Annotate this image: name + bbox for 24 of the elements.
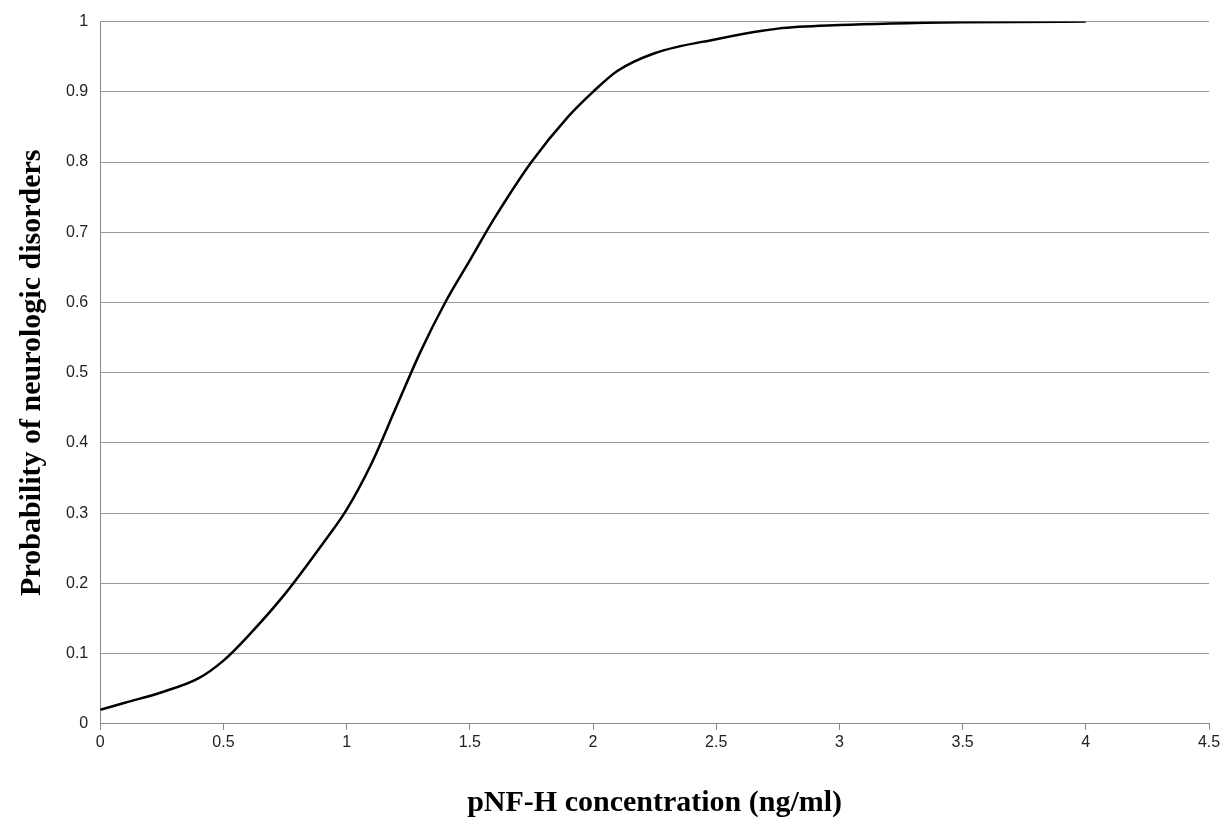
x-tick-label: 2 xyxy=(588,732,598,750)
line-series xyxy=(100,21,1088,712)
x-tick-label: 2.5 xyxy=(705,732,728,750)
y-axis-title: Probability of neurologic disorders xyxy=(12,149,46,596)
y-tick-label: 0 xyxy=(79,714,89,732)
y-tick-label: 0.5 xyxy=(65,363,89,381)
x-axis-title: pNF-H concentration (ng/ml) xyxy=(467,783,843,818)
y-tick-label: 0.9 xyxy=(65,82,89,100)
y-tick-label: 1 xyxy=(79,12,89,30)
x-tick-label: 0 xyxy=(95,732,105,750)
x-tick-label: 4 xyxy=(1081,732,1091,750)
y-tick-label: 0.3 xyxy=(65,503,89,521)
y-tick-label: 0.4 xyxy=(65,433,89,451)
y-tick-label: 0.8 xyxy=(65,152,89,170)
x-tick-label: 1.5 xyxy=(458,732,482,750)
y-tick-label: 0.2 xyxy=(65,573,89,591)
x-tick-label: 0.5 xyxy=(212,732,235,750)
y-tick-label: 0.1 xyxy=(65,643,89,661)
x-tick-label: 3 xyxy=(834,732,844,750)
x-tick-label: 1 xyxy=(342,732,352,750)
y-tick-label: 0.7 xyxy=(65,222,89,240)
y-tick-label: 0.6 xyxy=(65,292,89,310)
x-tick-label: 4.5 xyxy=(1197,732,1221,750)
x-tick-label: 3.5 xyxy=(951,732,974,750)
